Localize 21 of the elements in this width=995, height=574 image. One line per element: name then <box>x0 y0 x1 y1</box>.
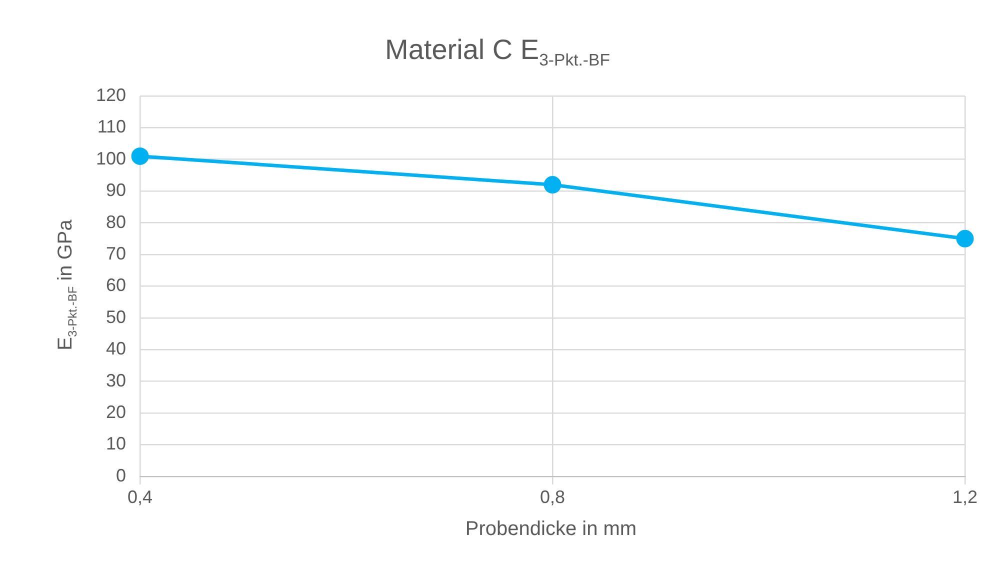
y-tick-label: 70 <box>106 243 126 264</box>
x-tick-label: 0,8 <box>540 487 566 508</box>
y-tick-label: 50 <box>106 306 126 327</box>
x-tick-label: 0,4 <box>128 487 153 508</box>
y-tick-label: 20 <box>106 402 126 422</box>
point <box>956 230 974 248</box>
y-tick-label: 80 <box>106 212 126 232</box>
y-tick-label: 100 <box>96 148 126 168</box>
x-axis-title: Probendicke in mm <box>464 518 638 541</box>
y-tick-label: 40 <box>106 338 126 359</box>
y-tick-label: 90 <box>106 180 126 200</box>
y-tick-label: 110 <box>97 116 126 137</box>
y-tick-label: 10 <box>106 434 126 454</box>
y-tick-label: 120 <box>96 84 126 105</box>
y-tick-label: 30 <box>106 370 126 390</box>
x-tick-label: 1,2 <box>952 487 978 508</box>
y-tick-label: 60 <box>106 275 126 296</box>
point <box>544 176 562 194</box>
y-tick-label: 0 <box>116 465 126 486</box>
point <box>131 147 149 165</box>
chart-title: Material C E$_{3-Pkt.-BF}$ <box>384 34 611 71</box>
